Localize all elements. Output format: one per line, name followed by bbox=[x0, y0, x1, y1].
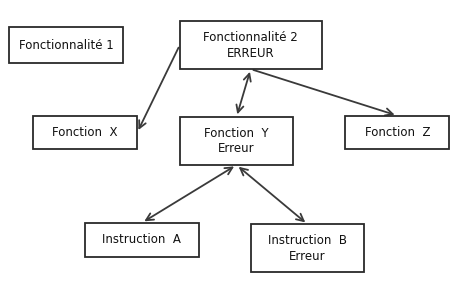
FancyBboxPatch shape bbox=[85, 223, 199, 257]
FancyBboxPatch shape bbox=[180, 117, 293, 165]
Text: Fonction  X: Fonction X bbox=[53, 126, 118, 139]
FancyBboxPatch shape bbox=[9, 27, 123, 63]
FancyBboxPatch shape bbox=[251, 224, 364, 272]
Text: Fonction  Y: Fonction Y bbox=[204, 127, 269, 140]
Text: ERREUR: ERREUR bbox=[227, 47, 274, 60]
FancyBboxPatch shape bbox=[345, 116, 449, 149]
FancyBboxPatch shape bbox=[33, 116, 137, 149]
Text: Fonctionnalité 2: Fonctionnalité 2 bbox=[203, 31, 298, 44]
Text: Instruction  A: Instruction A bbox=[103, 233, 181, 246]
Text: Erreur: Erreur bbox=[289, 250, 326, 263]
FancyBboxPatch shape bbox=[180, 21, 322, 69]
Text: Erreur: Erreur bbox=[218, 142, 255, 155]
Text: Fonctionnalité 1: Fonctionnalité 1 bbox=[19, 39, 114, 52]
Text: Instruction  B: Instruction B bbox=[268, 234, 347, 247]
Text: Fonction  Z: Fonction Z bbox=[365, 126, 430, 139]
